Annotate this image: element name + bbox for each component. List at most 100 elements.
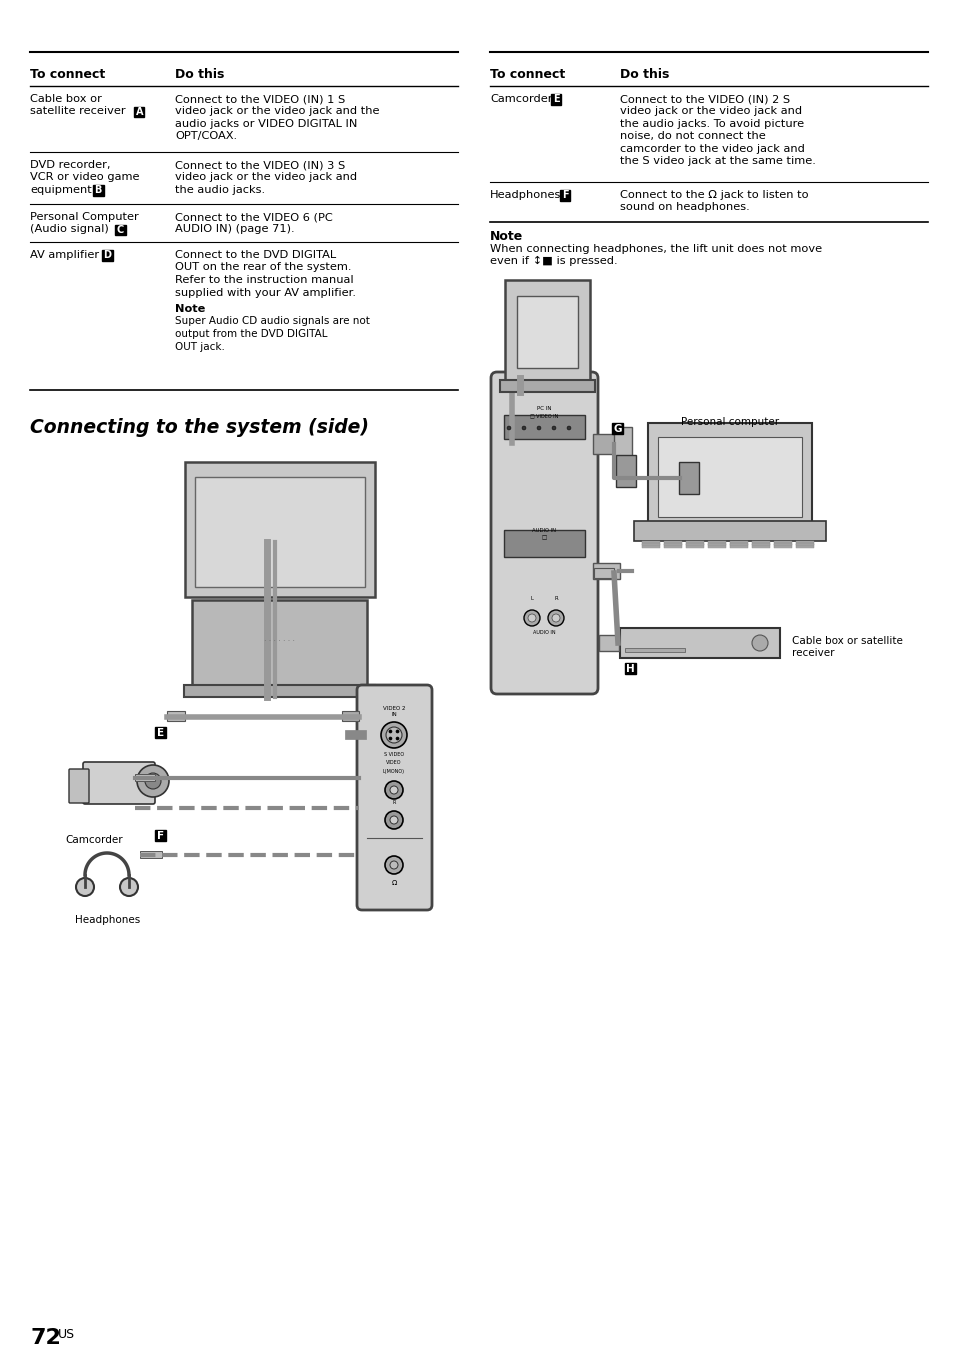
FancyBboxPatch shape (663, 545, 681, 548)
Text: When connecting headphones, the lift unit does not move: When connecting headphones, the lift uni… (490, 244, 821, 254)
Circle shape (385, 856, 402, 875)
FancyBboxPatch shape (504, 279, 589, 380)
FancyBboxPatch shape (341, 711, 358, 721)
Text: Ω: Ω (391, 880, 396, 885)
FancyBboxPatch shape (773, 544, 791, 546)
FancyBboxPatch shape (751, 544, 769, 546)
FancyBboxPatch shape (616, 456, 636, 487)
FancyBboxPatch shape (729, 542, 747, 545)
FancyBboxPatch shape (641, 544, 659, 546)
Text: OPT/COAX.: OPT/COAX. (174, 132, 237, 141)
FancyBboxPatch shape (729, 541, 747, 542)
Text: D: D (103, 251, 112, 260)
Circle shape (527, 614, 536, 622)
Circle shape (547, 610, 563, 626)
FancyBboxPatch shape (83, 762, 154, 804)
Text: equipment: equipment (30, 184, 91, 195)
FancyBboxPatch shape (707, 544, 725, 546)
Text: video jack or the video jack and: video jack or the video jack and (174, 172, 356, 183)
Text: B: B (94, 186, 102, 195)
Text: Super Audio CD audio signals are not: Super Audio CD audio signals are not (174, 316, 370, 327)
Circle shape (552, 426, 556, 430)
Text: Headphones: Headphones (490, 190, 560, 199)
Circle shape (390, 816, 397, 824)
Text: even if ↕■ is pressed.: even if ↕■ is pressed. (490, 256, 617, 266)
Text: AUDIO IN) (page 71).: AUDIO IN) (page 71). (174, 225, 294, 235)
FancyBboxPatch shape (663, 544, 681, 546)
Text: H: H (625, 663, 635, 674)
Circle shape (395, 738, 398, 740)
FancyBboxPatch shape (751, 545, 769, 548)
Text: F: F (157, 831, 164, 841)
Text: A: A (135, 107, 143, 117)
FancyBboxPatch shape (795, 541, 813, 542)
Circle shape (389, 738, 392, 740)
FancyBboxPatch shape (356, 685, 432, 910)
FancyBboxPatch shape (619, 628, 780, 658)
FancyBboxPatch shape (685, 541, 703, 542)
FancyBboxPatch shape (795, 542, 813, 545)
Text: US: US (58, 1328, 75, 1341)
Text: Connect to the VIDEO (IN) 2 S: Connect to the VIDEO (IN) 2 S (619, 94, 789, 104)
Text: Camcorder: Camcorder (490, 94, 552, 104)
Text: OUT jack.: OUT jack. (174, 342, 225, 351)
Text: R: R (392, 800, 395, 804)
Text: Connect to the Ω jack to listen to: Connect to the Ω jack to listen to (619, 190, 808, 199)
Text: L: L (530, 595, 533, 601)
Text: To connect: To connect (30, 68, 105, 81)
Text: E: E (157, 728, 164, 738)
Text: Do this: Do this (174, 68, 224, 81)
Text: Connect to the VIDEO 6 (PC: Connect to the VIDEO 6 (PC (174, 212, 333, 222)
FancyBboxPatch shape (135, 774, 154, 781)
FancyBboxPatch shape (551, 94, 561, 104)
Text: To connect: To connect (490, 68, 565, 81)
FancyBboxPatch shape (707, 541, 725, 542)
Circle shape (552, 614, 559, 622)
FancyBboxPatch shape (185, 462, 375, 597)
Circle shape (385, 811, 402, 829)
Circle shape (566, 426, 571, 430)
Text: E: E (553, 95, 559, 104)
FancyBboxPatch shape (194, 477, 365, 587)
Text: AV amplifier: AV amplifier (30, 250, 99, 260)
FancyBboxPatch shape (503, 530, 584, 557)
FancyBboxPatch shape (773, 541, 791, 542)
Circle shape (389, 730, 392, 734)
Text: Camcorder: Camcorder (65, 835, 123, 845)
FancyBboxPatch shape (634, 521, 825, 541)
Text: DVD recorder,: DVD recorder, (30, 160, 111, 170)
Text: · · · · · · ·: · · · · · · · (263, 637, 294, 647)
Text: VIDEO 2: VIDEO 2 (382, 705, 405, 711)
FancyBboxPatch shape (503, 415, 584, 439)
Text: satellite receiver: satellite receiver (30, 107, 126, 117)
Text: the S video jack at the same time.: the S video jack at the same time. (619, 156, 815, 167)
Circle shape (145, 773, 161, 789)
FancyBboxPatch shape (729, 545, 747, 548)
FancyBboxPatch shape (685, 545, 703, 548)
FancyBboxPatch shape (751, 541, 769, 542)
FancyBboxPatch shape (154, 727, 166, 738)
Text: audio jacks or VIDEO DIGITAL IN: audio jacks or VIDEO DIGITAL IN (174, 119, 357, 129)
FancyBboxPatch shape (624, 648, 684, 652)
Text: Connecting to the system (side): Connecting to the system (side) (30, 418, 369, 437)
FancyBboxPatch shape (167, 711, 185, 721)
Circle shape (390, 861, 397, 869)
Text: 72: 72 (30, 1328, 61, 1348)
Text: AUDIO IN: AUDIO IN (532, 631, 555, 636)
Circle shape (385, 781, 402, 799)
Text: Do this: Do this (619, 68, 669, 81)
FancyBboxPatch shape (184, 685, 375, 697)
Text: G: G (613, 423, 621, 434)
Text: VCR or video game: VCR or video game (30, 172, 139, 183)
FancyBboxPatch shape (795, 545, 813, 548)
Text: PC IN: PC IN (537, 405, 551, 411)
Text: Note: Note (490, 231, 522, 243)
Text: R: R (554, 595, 558, 601)
FancyBboxPatch shape (663, 542, 681, 545)
FancyBboxPatch shape (491, 372, 598, 694)
Text: Headphones: Headphones (75, 915, 140, 925)
FancyBboxPatch shape (773, 542, 791, 545)
Text: the audio jacks.: the audio jacks. (174, 184, 265, 195)
Circle shape (523, 610, 539, 626)
Text: video jack or the video jack and: video jack or the video jack and (619, 107, 801, 117)
